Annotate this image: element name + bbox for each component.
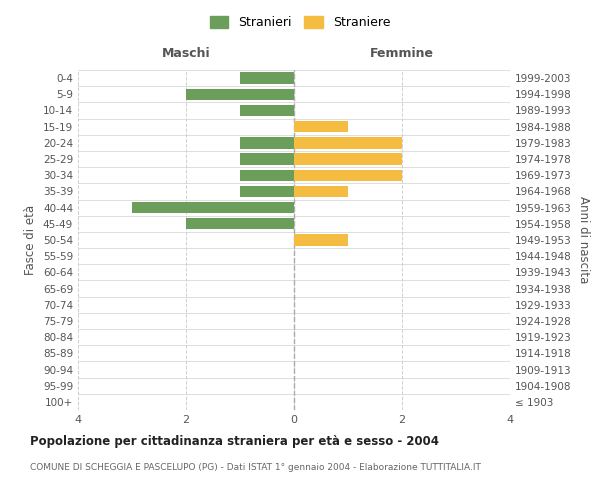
Bar [240,137,294,148]
Bar [294,234,348,246]
Text: Femmine: Femmine [370,48,434,60]
Bar [240,154,294,164]
Bar [294,137,402,148]
Text: Popolazione per cittadinanza straniera per età e sesso - 2004: Popolazione per cittadinanza straniera p… [30,435,439,448]
Bar [240,186,294,197]
Bar [294,170,402,181]
Legend: Stranieri, Straniere: Stranieri, Straniere [205,11,395,34]
Text: COMUNE DI SCHEGGIA E PASCELUPO (PG) - Dati ISTAT 1° gennaio 2004 - Elaborazione : COMUNE DI SCHEGGIA E PASCELUPO (PG) - Da… [30,462,481,471]
Bar [186,88,294,100]
Bar [294,121,348,132]
Bar [240,170,294,181]
Bar [186,218,294,230]
Bar [240,105,294,116]
Bar [132,202,294,213]
Bar [240,72,294,84]
Y-axis label: Fasce di età: Fasce di età [25,205,37,275]
Text: Maschi: Maschi [161,48,211,60]
Bar [294,186,348,197]
Y-axis label: Anni di nascita: Anni di nascita [577,196,590,284]
Bar [294,154,402,164]
